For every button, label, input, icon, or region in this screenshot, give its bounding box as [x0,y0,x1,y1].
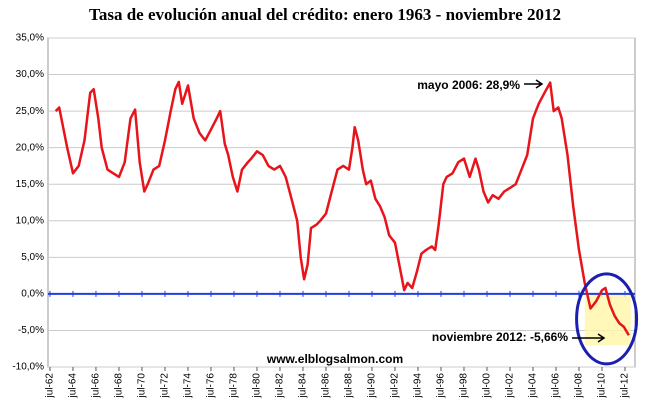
x-tick-label: jul-12 [620,373,631,399]
x-tick-label: jul-72 [160,373,171,399]
arrow [572,333,606,343]
highlight-circle [575,272,639,366]
x-tick-label: jul-92 [390,373,401,399]
x-tick-label: jul-04 [528,373,539,399]
x-tick-label: jul-66 [91,373,102,399]
x-tick-label: jul-84 [298,373,309,399]
y-tick-label: 15,0% [16,179,44,190]
x-tick-label: jul-68 [114,373,125,399]
x-tick-label: jul-86 [321,373,332,399]
annotation: noviembre 2012: -5,66% [432,330,568,344]
highlight [584,293,631,346]
y-tick-label: 10,0% [16,215,44,226]
x-tick-label: jul-82 [275,373,286,399]
x-tick-label: jul-10 [597,373,608,399]
y-tick-label: 20,0% [16,142,44,153]
y-tick-label: 35,0% [16,33,44,44]
x-tick-label: jul-06 [551,373,562,399]
x-tick-label: jul-08 [574,373,585,399]
x-tick-label: jul-62 [45,373,56,399]
annotation: www.elblogsalmon.com [266,352,403,366]
x-tick-label: jul-00 [482,373,493,399]
x-tick-label: jul-98 [459,373,470,399]
x-tick-label: jul-78 [229,373,240,399]
y-tick-label: -5,0% [18,325,44,336]
x-tick-label: jul-96 [436,373,447,399]
y-tick-label: 0,0% [21,289,44,300]
x-tick-label: jul-74 [183,373,194,399]
y-tick-label: 5,0% [21,252,44,263]
y-tick-label: 30,0% [16,69,44,80]
x-tick-label: jul-94 [413,373,424,399]
y-tick-label: 25,0% [16,106,44,117]
annotation: mayo 2006: 28,9% [417,78,520,92]
y-tick-label: -10,0% [12,362,44,373]
data-line [54,80,630,336]
arrow [524,79,544,89]
x-tick-label: jul-90 [367,373,378,399]
x-tick-label: jul-70 [137,373,148,399]
plot-area [47,37,636,368]
chart-title: Tasa de evolución anual del crédito: ene… [89,5,561,24]
x-tick-label: jul-80 [252,373,263,399]
x-tick-label: jul-76 [206,373,217,399]
x-tick-label: jul-64 [68,373,79,399]
x-tick-label: jul-88 [344,373,355,399]
x-tick-label: jul-02 [505,373,516,399]
